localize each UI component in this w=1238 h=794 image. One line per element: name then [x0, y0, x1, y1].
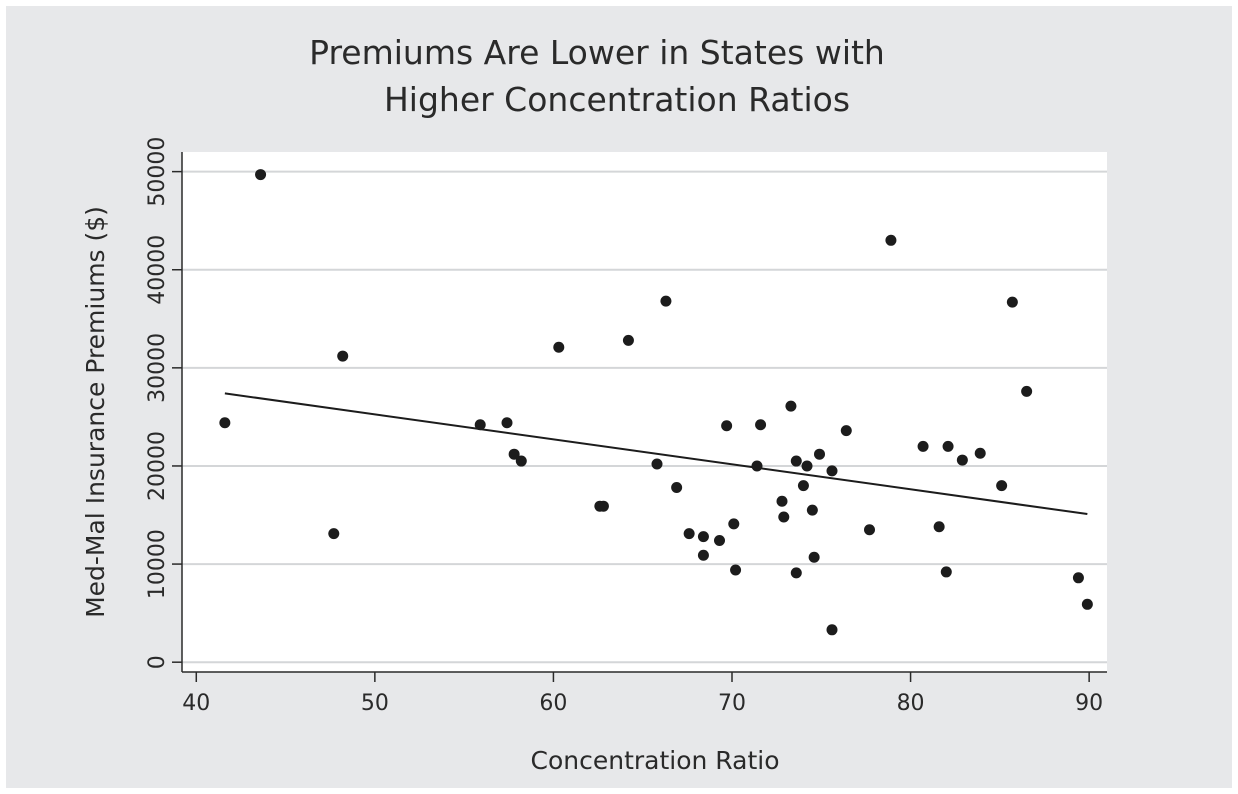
data-point — [622, 334, 634, 346]
data-point — [778, 511, 790, 523]
data-point — [974, 447, 986, 459]
data-point — [730, 564, 742, 576]
data-point — [940, 566, 952, 578]
chart-title-line-1: Premiums Are Lower in States with — [309, 33, 885, 72]
data-point — [671, 482, 683, 494]
data-point — [328, 528, 340, 540]
chart-frame: Premiums Are Lower in States with Higher… — [6, 6, 1232, 788]
data-point — [697, 549, 709, 561]
data-point — [776, 495, 788, 507]
data-point — [501, 417, 513, 429]
x-tick-label: 60 — [539, 691, 567, 716]
y-tick-label: 0 — [145, 655, 170, 669]
data-point — [917, 440, 929, 452]
data-point — [508, 448, 520, 460]
data-point — [942, 440, 954, 452]
x-tick-label: 70 — [718, 691, 746, 716]
data-point — [219, 417, 231, 429]
data-point — [697, 531, 709, 543]
data-point — [806, 504, 818, 516]
grid-layer — [182, 170, 1107, 664]
data-point — [790, 455, 802, 467]
y-tick-label: 10000 — [145, 529, 170, 599]
data-point — [996, 480, 1008, 492]
points-layer — [219, 169, 1093, 636]
data-point — [660, 295, 672, 307]
scatter-chart: Premiums Are Lower in States with Higher… — [81, 33, 1107, 775]
data-point — [956, 454, 968, 466]
data-point — [651, 458, 663, 470]
data-point — [933, 521, 945, 533]
x-tick-label: 80 — [897, 691, 925, 716]
data-point — [1072, 572, 1084, 584]
data-point — [553, 341, 565, 353]
data-point — [474, 419, 486, 431]
data-point — [840, 425, 852, 437]
data-point — [790, 567, 802, 579]
chart-title-line-2: Higher Concentration Ratios — [384, 80, 850, 119]
y-tick-label: 50000 — [145, 137, 170, 207]
data-point — [597, 500, 609, 512]
y-tick-label: 30000 — [145, 333, 170, 403]
data-point — [826, 624, 838, 636]
data-point — [808, 551, 820, 563]
x-axis-label: Concentration Ratio — [531, 746, 780, 775]
x-tick-label: 90 — [1075, 691, 1103, 716]
data-point — [797, 480, 809, 492]
data-point — [1006, 296, 1018, 308]
fit-line — [224, 392, 1088, 516]
y-axis-label: Med-Mal Insurance Premiums ($) — [81, 206, 110, 618]
fit-layer — [224, 392, 1088, 516]
x-tick-label: 50 — [361, 691, 389, 716]
data-point — [885, 234, 897, 246]
data-point — [683, 528, 695, 540]
data-point — [721, 420, 733, 432]
plot-area — [182, 152, 1107, 672]
data-point — [714, 535, 725, 547]
y-tick-label: 40000 — [145, 235, 170, 305]
data-point — [801, 460, 813, 472]
data-point — [785, 400, 797, 412]
axis-layer: 0 10000 20000 30000 40000 50000 40 50 60 70 80 90 — [145, 137, 1107, 716]
data-point — [1021, 385, 1033, 397]
x-tick-label: 40 — [182, 691, 210, 716]
data-point — [1081, 598, 1093, 610]
data-point — [255, 169, 267, 181]
data-point — [814, 448, 825, 460]
y-tick-label: 20000 — [145, 431, 170, 501]
data-point — [728, 518, 740, 530]
data-point — [826, 465, 838, 477]
data-point — [864, 524, 875, 536]
data-point — [515, 455, 527, 467]
data-point — [337, 350, 349, 362]
data-point — [751, 460, 763, 472]
data-point — [755, 419, 767, 431]
